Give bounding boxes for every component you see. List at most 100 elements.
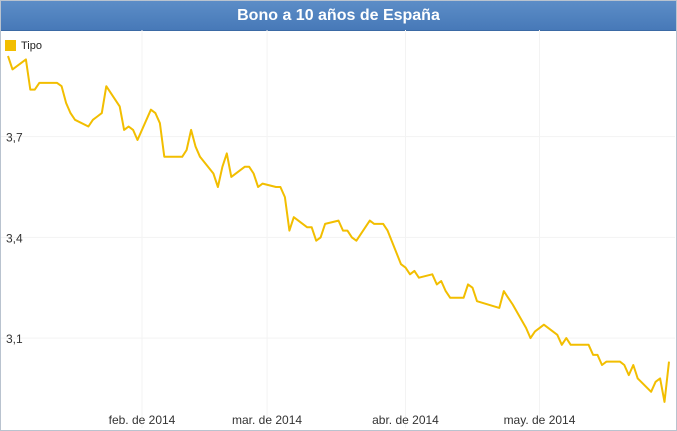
data-point[interactable]	[220, 164, 225, 169]
data-point[interactable]	[600, 362, 605, 367]
data-point[interactable]	[448, 295, 453, 300]
data-point[interactable]	[564, 336, 569, 341]
data-point[interactable]	[345, 228, 350, 233]
data-point[interactable]	[533, 329, 538, 334]
data-point[interactable]	[28, 87, 33, 92]
data-point[interactable]	[318, 235, 323, 240]
data-point[interactable]	[595, 352, 600, 357]
data-point[interactable]	[135, 137, 140, 142]
data-point[interactable]	[99, 111, 104, 116]
data-point[interactable]	[604, 359, 609, 364]
data-point[interactable]	[162, 154, 167, 159]
data-point[interactable]	[148, 107, 153, 112]
data-point[interactable]	[622, 362, 627, 367]
data-point[interactable]	[367, 218, 372, 223]
data-point[interactable]	[55, 80, 60, 85]
data-point[interactable]	[229, 174, 234, 179]
data-point[interactable]	[242, 164, 247, 169]
series-line[interactable]	[7, 55, 670, 403]
data-point[interactable]	[349, 235, 354, 240]
data-point[interactable]	[439, 279, 444, 284]
data-point[interactable]	[662, 399, 667, 404]
data-point[interactable]	[416, 275, 421, 280]
data-point[interactable]	[354, 238, 359, 243]
data-point[interactable]	[385, 228, 390, 233]
data-point[interactable]	[95, 114, 100, 119]
data-point[interactable]	[399, 262, 404, 267]
data-point[interactable]	[586, 342, 591, 347]
data-point[interactable]	[6, 54, 11, 59]
data-point[interactable]	[104, 84, 109, 89]
data-point[interactable]	[72, 117, 77, 122]
data-point[interactable]	[211, 171, 216, 176]
data-point[interactable]	[510, 302, 515, 307]
data-point[interactable]	[497, 305, 502, 310]
data-point[interactable]	[617, 359, 622, 364]
data-point[interactable]	[260, 181, 265, 186]
data-point[interactable]	[555, 332, 560, 337]
data-point[interactable]	[541, 322, 546, 327]
data-point[interactable]	[635, 376, 640, 381]
data-point[interactable]	[434, 282, 439, 287]
data-point[interactable]	[528, 336, 533, 341]
data-point[interactable]	[506, 295, 511, 300]
data-point[interactable]	[189, 127, 194, 132]
data-point[interactable]	[501, 289, 506, 294]
data-point[interactable]	[559, 342, 564, 347]
data-point[interactable]	[68, 111, 73, 116]
data-point[interactable]	[305, 225, 310, 230]
data-point[interactable]	[10, 67, 15, 72]
data-point[interactable]	[86, 124, 91, 129]
data-point[interactable]	[631, 362, 636, 367]
data-point[interactable]	[131, 127, 136, 132]
data-point[interactable]	[224, 151, 229, 156]
data-point[interactable]	[180, 154, 185, 159]
data-point[interactable]	[291, 215, 296, 220]
data-point[interactable]	[198, 154, 203, 159]
data-point[interactable]	[273, 184, 278, 189]
data-point[interactable]	[474, 299, 479, 304]
data-point[interactable]	[314, 238, 319, 243]
data-point[interactable]	[287, 228, 292, 233]
data-point[interactable]	[32, 87, 37, 92]
data-point[interactable]	[653, 379, 658, 384]
data-point[interactable]	[215, 184, 220, 189]
data-point[interactable]	[256, 184, 261, 189]
data-point[interactable]	[282, 195, 287, 200]
data-point[interactable]	[626, 373, 631, 378]
data-point[interactable]	[461, 295, 466, 300]
data-point[interactable]	[41, 80, 46, 85]
data-point[interactable]	[573, 342, 578, 347]
data-point[interactable]	[122, 127, 127, 132]
data-point[interactable]	[166, 154, 171, 159]
data-point[interactable]	[153, 111, 158, 116]
data-point[interactable]	[658, 376, 663, 381]
data-point[interactable]	[309, 225, 314, 230]
data-point[interactable]	[157, 121, 162, 126]
data-point[interactable]	[376, 221, 381, 226]
data-point[interactable]	[466, 282, 471, 287]
data-point[interactable]	[59, 84, 64, 89]
data-point[interactable]	[184, 148, 189, 153]
data-point[interactable]	[64, 101, 69, 106]
data-point[interactable]	[117, 104, 122, 109]
data-point[interactable]	[591, 352, 596, 357]
data-point[interactable]	[23, 57, 28, 62]
data-point[interactable]	[430, 272, 435, 277]
data-point[interactable]	[126, 124, 131, 129]
data-point[interactable]	[403, 265, 408, 270]
data-point[interactable]	[323, 221, 328, 226]
data-point[interactable]	[251, 171, 256, 176]
series-tipo[interactable]	[6, 54, 672, 405]
data-point[interactable]	[37, 80, 42, 85]
data-point[interactable]	[90, 117, 95, 122]
data-point[interactable]	[412, 268, 417, 273]
data-point[interactable]	[524, 326, 529, 331]
data-point[interactable]	[443, 289, 448, 294]
data-point[interactable]	[407, 272, 412, 277]
data-point[interactable]	[649, 389, 654, 394]
data-point[interactable]	[667, 359, 672, 364]
data-point[interactable]	[193, 144, 198, 149]
data-point[interactable]	[340, 228, 345, 233]
data-point[interactable]	[568, 342, 573, 347]
